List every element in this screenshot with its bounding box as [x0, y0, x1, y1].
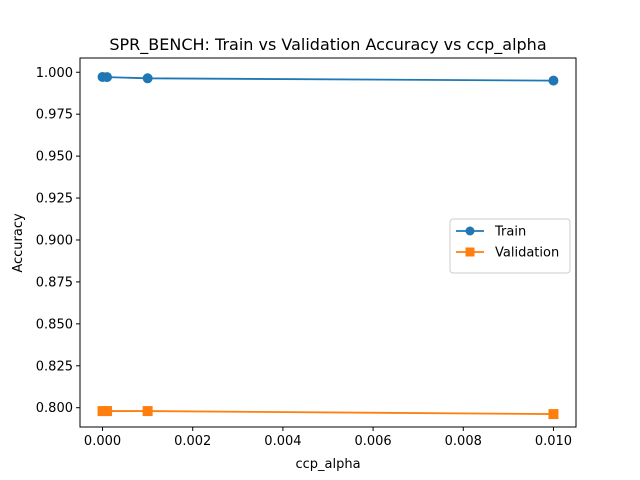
legend-box: [449, 218, 571, 274]
y-tick-label: 1.000: [36, 66, 73, 81]
y-axis-label: Accuracy: [11, 213, 26, 273]
train-point: [142, 73, 153, 84]
x-tick-label: 0.010: [535, 434, 572, 449]
train-point: [548, 75, 559, 86]
y-tick-label: 0.875: [36, 275, 73, 290]
validation-point: [142, 406, 153, 417]
chart-title: SPR_BENCH: Train vs Validation Accuracy …: [109, 35, 546, 55]
x-tick-label: 0.006: [354, 434, 391, 449]
legend: Train Validation: [449, 218, 571, 274]
y-tick-label: 0.800: [36, 401, 73, 416]
validation-point: [548, 409, 559, 420]
x-tick-label: 0.004: [264, 434, 301, 449]
legend-validation-label: Validation: [495, 246, 559, 261]
validation-series-line: [102, 410, 554, 415]
train-series-line: [102, 76, 554, 82]
x-tick-label: 0.008: [445, 434, 482, 449]
y-tick-label: 0.825: [36, 359, 73, 374]
y-tick-label: 0.950: [36, 150, 73, 165]
y-tick-label: 0.900: [36, 233, 73, 248]
y-tick-label: 0.975: [36, 108, 73, 123]
train-point: [102, 72, 113, 83]
validation-point: [102, 406, 113, 417]
y-tick-label: 0.850: [36, 317, 73, 332]
x-axis-label: ccp_alpha: [295, 457, 360, 472]
x-tick-label: 0.002: [174, 434, 211, 449]
y-tick-label: 0.925: [36, 192, 73, 207]
plot-frame: [79, 57, 577, 428]
legend-validation-marker: [465, 247, 475, 257]
legend-train-label: Train: [494, 225, 526, 240]
legend-train-marker: [465, 226, 475, 236]
x-tick-label: 0.000: [84, 434, 121, 449]
